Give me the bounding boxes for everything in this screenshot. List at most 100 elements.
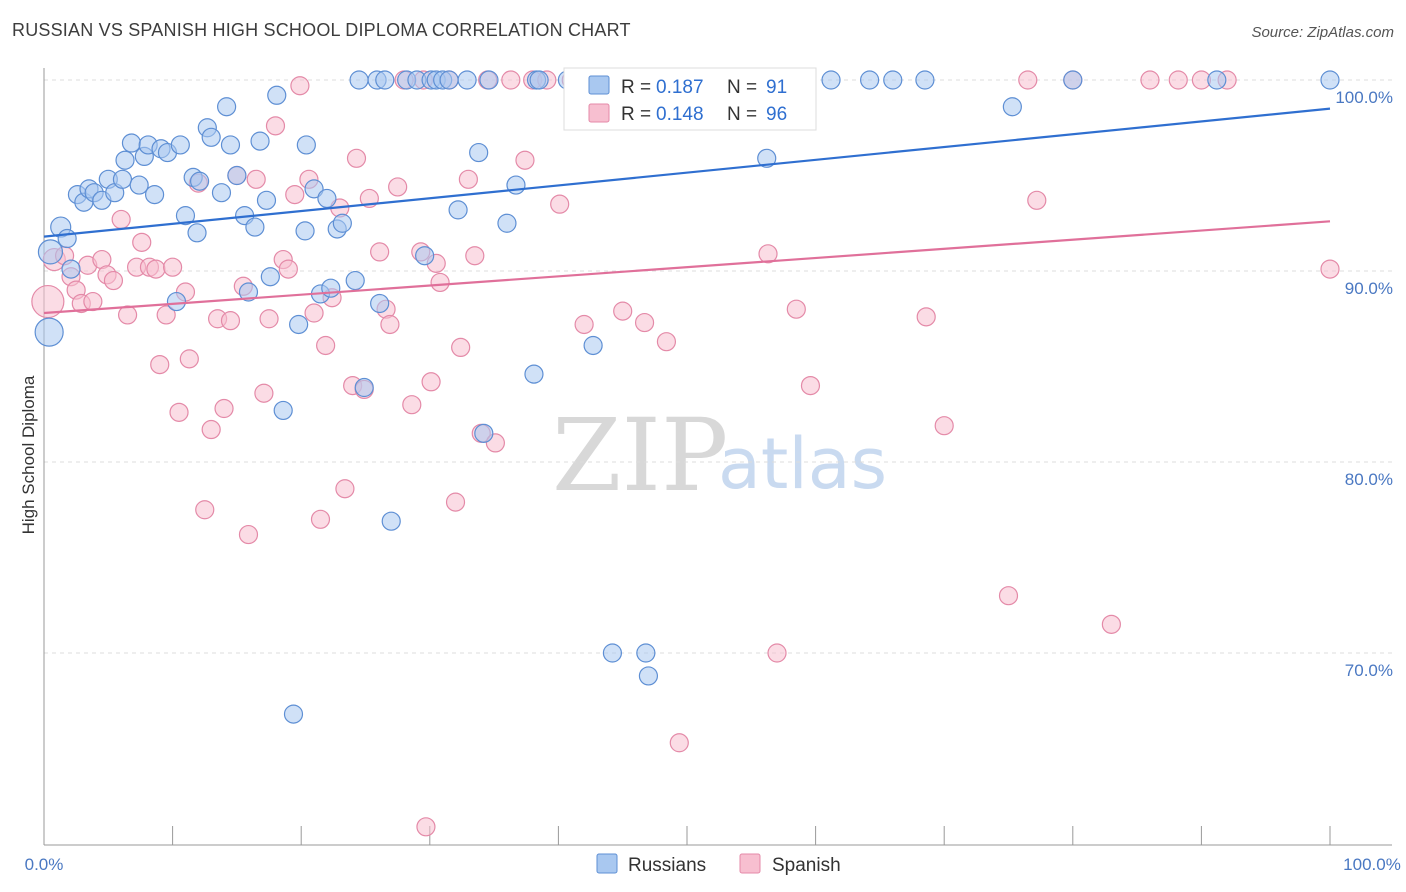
spanish-point-0 <box>31 284 65 319</box>
russian-point-87 <box>821 70 841 90</box>
spanish-point-54 <box>388 177 408 197</box>
y-tick-label-2: 80.0% <box>1345 470 1393 489</box>
russian-point-93 <box>1207 70 1227 90</box>
x-ticks <box>43 826 1331 845</box>
spanish-point-14 <box>132 232 152 252</box>
legend-swatch-russians <box>588 75 610 95</box>
russian-point-42 <box>289 314 309 335</box>
spanish-point-37 <box>278 259 298 279</box>
trend-lines <box>43 107 1331 315</box>
legend-item-spanish-label[interactable]: Spanish <box>772 855 841 876</box>
spanish-point-35 <box>265 116 286 136</box>
spanish-point-96 <box>1140 70 1160 90</box>
spanish-point-64 <box>445 492 466 512</box>
russian-point-81 <box>636 643 656 663</box>
spanish-point-48 <box>346 148 367 168</box>
y-tick-label-3: 70.0% <box>1345 661 1393 680</box>
russian-point-28 <box>201 127 221 147</box>
legend-item-spanish-swatch[interactable] <box>739 853 761 874</box>
legend-item-russians-label[interactable]: Russians <box>628 855 706 876</box>
spanish-point-87 <box>786 299 806 319</box>
russian-point-51 <box>345 270 365 291</box>
russian-point-4 <box>61 259 81 279</box>
spanish-point-32 <box>246 169 266 189</box>
russian-point-66 <box>457 70 477 90</box>
russian-point-57 <box>381 511 401 531</box>
spanish-point-34 <box>259 309 279 329</box>
spanish-point-11 <box>111 209 131 230</box>
spanish-point-60 <box>421 372 441 392</box>
spanish-point-93 <box>1027 190 1047 210</box>
source-label: Source: ZipAtlas.com <box>1251 24 1394 41</box>
spanish-point-65 <box>451 337 471 357</box>
russian-point-70 <box>497 213 517 233</box>
spanish-point-31 <box>238 524 259 545</box>
legend-spanish-n-label: N = <box>727 104 757 125</box>
russian-point-64 <box>439 70 459 90</box>
russian-point-30 <box>217 97 237 117</box>
russian-point-74 <box>529 70 549 90</box>
x-tick-label-min: 0.0% <box>25 855 64 874</box>
russian-point-37 <box>256 190 277 210</box>
spanish-point-28 <box>220 311 241 331</box>
russian-point-45 <box>304 179 324 199</box>
russian-point-31 <box>220 135 241 155</box>
legend-item-russians-swatch[interactable] <box>596 853 618 874</box>
russian-point-67 <box>469 142 489 163</box>
russian-point-89 <box>883 70 903 90</box>
legend-spanish-r-value: 0.148 <box>656 104 704 125</box>
y-axis-label: High School Diploma <box>19 375 38 534</box>
spanish-point-92 <box>1018 70 1038 90</box>
russian-point-26 <box>190 171 210 191</box>
russian-point-68 <box>474 423 494 443</box>
russian-point-88 <box>860 70 880 90</box>
russian-point-55 <box>370 293 390 314</box>
spanish-point-7 <box>83 291 103 312</box>
spanish-point-27 <box>214 398 234 419</box>
spanish-point-17 <box>150 354 170 375</box>
russian-point-32 <box>227 165 247 186</box>
spanish-point-16 <box>146 259 166 279</box>
russian-point-72 <box>524 364 544 384</box>
russian-point-76 <box>583 335 603 356</box>
spanish-point-59 <box>416 817 436 837</box>
russian-point-1 <box>37 239 64 265</box>
russian-point-92 <box>1063 70 1083 90</box>
spanish-point-89 <box>916 307 936 327</box>
spanish-point-46 <box>335 479 355 499</box>
russian-point-25 <box>187 223 207 243</box>
russian-point-39 <box>267 85 287 105</box>
spanish-point-41 <box>304 303 324 323</box>
russian-point-91 <box>1002 97 1022 117</box>
russian-point-53 <box>354 377 374 398</box>
russian-point-65 <box>448 200 468 220</box>
spanish-point-78 <box>613 301 633 321</box>
spanish-point-75 <box>550 194 570 214</box>
russian-point-22 <box>170 135 190 155</box>
russian-point-82 <box>638 666 659 686</box>
russian-point-34 <box>238 282 259 302</box>
russian-points <box>34 70 1340 724</box>
russian-point-29 <box>211 183 232 203</box>
spanish-point-39 <box>290 76 310 96</box>
spanish-point-53 <box>380 314 400 335</box>
y-tick-label-0: 100.0% <box>1335 88 1393 107</box>
russian-point-50 <box>332 213 352 233</box>
spanish-point-67 <box>465 246 485 266</box>
x-tick-label-max: 100.0% <box>1343 855 1401 874</box>
spanish-point-51 <box>370 242 390 262</box>
spanish-point-66 <box>458 169 478 189</box>
axes <box>43 68 1392 846</box>
russian-point-47 <box>317 188 337 209</box>
russian-point-36 <box>250 131 270 151</box>
spanish-point-12 <box>117 305 138 325</box>
stats-legend: R = 0.187 N = 91 R = 0.148 N = 96 <box>563 67 817 131</box>
spanish-point-71 <box>501 70 521 90</box>
chart-title: RUSSIAN VS SPANISH HIGH SCHOOL DIPLOMA C… <box>12 20 631 40</box>
russian-point-3 <box>57 228 77 249</box>
spanish-point-72 <box>515 150 535 170</box>
spanish-point-43 <box>316 335 336 356</box>
russian-point-0 <box>34 317 64 347</box>
spanish-point-91 <box>998 586 1019 606</box>
